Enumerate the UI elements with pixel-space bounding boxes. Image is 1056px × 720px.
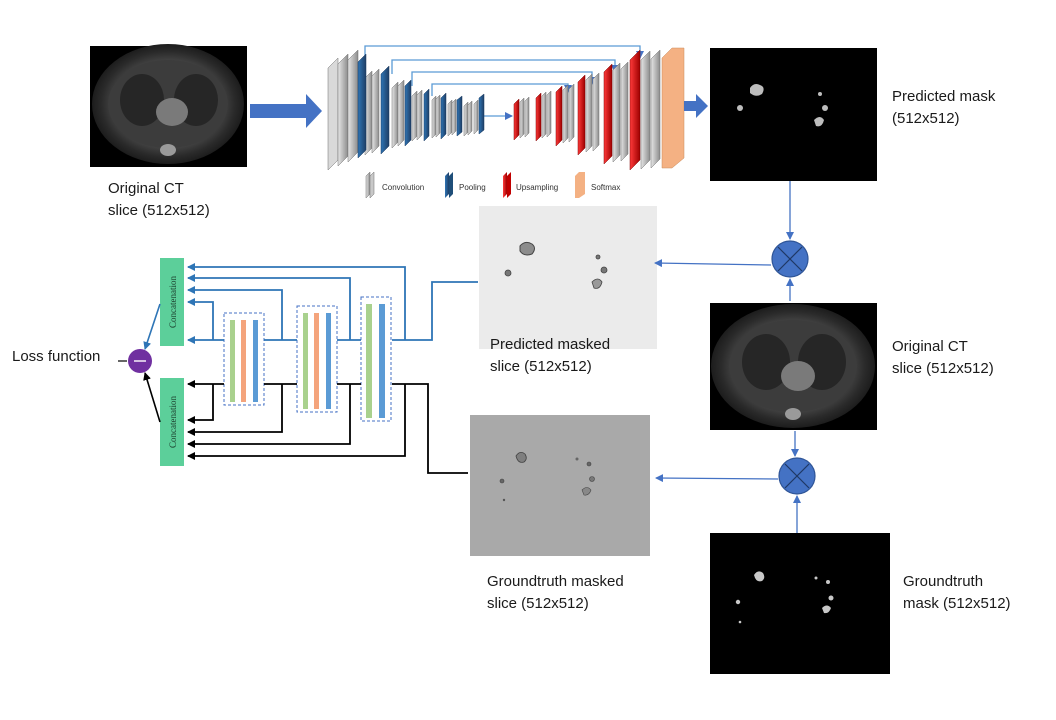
- feature-block-2: [296, 305, 338, 413]
- predicted-mask-image: [710, 48, 877, 181]
- predicted-masked-slice-label-line2: slice (512x512): [490, 358, 592, 375]
- groundtruth-masked-slice-label-line2: slice (512x512): [487, 595, 589, 612]
- ct-slice-top-label: Original CT slice (512x512): [108, 178, 210, 222]
- groundtruth-masked-slice-label: Groundtruth masked slice (512x512): [487, 571, 624, 615]
- predicted-masked-slice-label: Predicted masked slice (512x512): [490, 334, 610, 378]
- legend-upsampling-label: Upsampling: [516, 183, 558, 192]
- concatenation-label-bottom: Concatenation: [168, 396, 178, 448]
- minus-circle-icon: [128, 349, 152, 373]
- ct-slice-right-label-line1: Original CT: [892, 338, 968, 355]
- loss-function-label-text: Loss function: [12, 348, 101, 365]
- feature-block-3: [360, 296, 392, 422]
- legend-pooling-label: Pooling: [459, 183, 486, 192]
- groundtruth-mask-label-line1: Groundtruth: [903, 573, 984, 590]
- loss-function-label: Loss function: [12, 346, 100, 368]
- concatenation-label-top: Concatenation: [168, 276, 178, 328]
- multiply2-to-gt-masked-arrow: [655, 474, 779, 483]
- unet-diagram: [327, 45, 685, 171]
- feature-block-1: [223, 312, 265, 406]
- legend-convolution: Convolution: [365, 171, 424, 199]
- concat-bottom-to-loss-arrow: [143, 372, 161, 423]
- groundtruth-branch-lines: [187, 380, 468, 474]
- predicted-mask-label-line1: Predicted mask: [892, 88, 996, 105]
- output-arrow: [684, 94, 708, 118]
- ct-slice-top-image: [90, 44, 247, 167]
- concat-top-to-loss-arrow: [143, 303, 161, 350]
- groundtruth-mask-label-line2: mask (512x512): [903, 595, 1011, 612]
- ct-slice-right-image: [710, 303, 877, 430]
- ct-slice-top-label-line2: slice (512x512): [108, 202, 210, 219]
- ct-slice-right-label: Original CT slice (512x512): [892, 336, 994, 380]
- predicted-mask-label-line2: (512x512): [892, 110, 960, 127]
- ct-slice-top-label-line1: Original CT: [108, 180, 184, 197]
- groundtruth-masked-slice-image: [470, 415, 650, 556]
- legend-softmax-label: Softmax: [591, 183, 620, 192]
- predicted-masked-slice-image: [479, 206, 657, 349]
- legend-convolution-label: Convolution: [382, 183, 424, 192]
- input-arrow: [250, 94, 322, 128]
- predicted-masked-slice-label-line1: Predicted masked: [490, 336, 611, 353]
- groundtruth-mask-image: [710, 533, 890, 674]
- multiply-circle-icon: [778, 457, 816, 495]
- concatenation-box-bottom: Concatenation: [160, 378, 184, 466]
- multiply-to-predicted-masked-arrow: [654, 259, 772, 268]
- concatenation-box-top: Concatenation: [160, 258, 184, 346]
- groundtruth-masked-slice-label-line1: Groundtruth masked: [487, 573, 624, 590]
- legend-softmax: Softmax: [575, 172, 620, 198]
- legend-pooling: Pooling: [445, 172, 486, 198]
- multiply-circle-icon: [771, 240, 809, 278]
- predicted-mask-label: Predicted mask (512x512): [892, 86, 995, 130]
- unet-legend: Convolution Pooling Upsampling Softmax: [365, 171, 620, 199]
- groundtruth-mask-label: Groundtruth mask (512x512): [903, 571, 1011, 615]
- predicted-branch-lines: [187, 263, 478, 344]
- ct-slice-right-label-line2: slice (512x512): [892, 360, 994, 377]
- legend-upsampling: Upsampling: [503, 172, 558, 198]
